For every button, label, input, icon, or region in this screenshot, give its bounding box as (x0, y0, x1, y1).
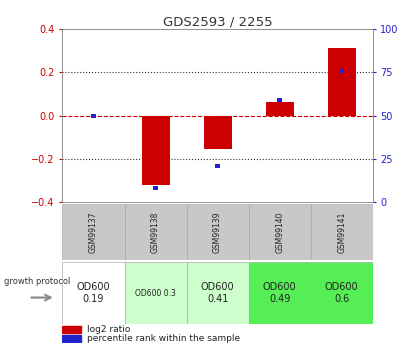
Text: log2 ratio: log2 ratio (87, 325, 130, 334)
Bar (187, 262, 249, 324)
Bar (249, 262, 311, 324)
Bar (62, 326, 81, 333)
Text: OD600 0.3: OD600 0.3 (135, 289, 176, 298)
Bar (125, 204, 187, 260)
Text: OD600
0.49: OD600 0.49 (263, 283, 297, 304)
Bar (62, 262, 125, 324)
Bar (125, 262, 187, 324)
Text: OD600
0.41: OD600 0.41 (201, 283, 235, 304)
Title: GDS2593 / 2255: GDS2593 / 2255 (163, 15, 272, 28)
Text: GSM99139: GSM99139 (213, 211, 222, 253)
Bar (91, 114, 96, 118)
Bar (141, 116, 170, 185)
Bar (187, 204, 249, 260)
Bar (249, 204, 311, 260)
Bar (266, 101, 294, 116)
Text: growth protocol: growth protocol (4, 277, 71, 286)
Bar (62, 204, 125, 260)
Bar (328, 48, 356, 116)
Bar (277, 98, 282, 102)
Text: GSM99140: GSM99140 (275, 211, 284, 253)
Text: percentile rank within the sample: percentile rank within the sample (87, 334, 240, 343)
Bar (311, 204, 373, 260)
Text: OD600
0.6: OD600 0.6 (325, 283, 359, 304)
Bar (204, 116, 232, 149)
Bar (339, 69, 344, 73)
Text: OD600
0.19: OD600 0.19 (77, 283, 110, 304)
Bar (311, 262, 373, 324)
Bar (62, 335, 81, 342)
Bar (153, 186, 158, 190)
Text: GSM99138: GSM99138 (151, 211, 160, 253)
Text: GSM99137: GSM99137 (89, 211, 98, 253)
Text: GSM99141: GSM99141 (337, 211, 346, 253)
Bar (215, 164, 220, 168)
